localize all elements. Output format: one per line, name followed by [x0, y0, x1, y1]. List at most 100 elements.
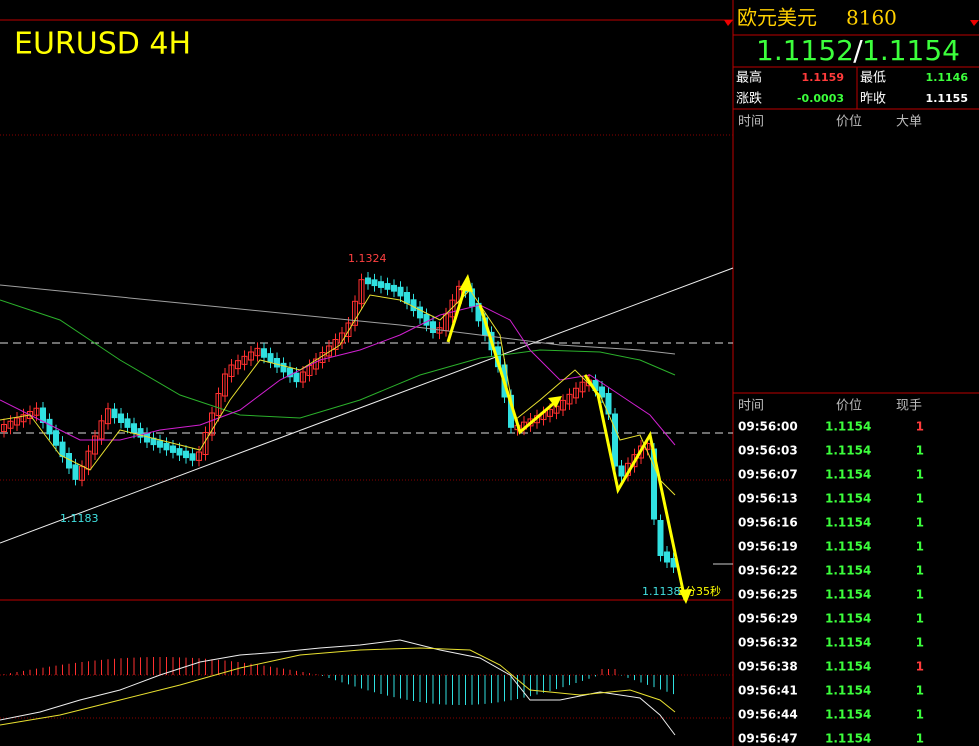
- candle-body: [176, 448, 183, 456]
- stat-value: 1.1146: [926, 71, 969, 84]
- candle-body: [118, 413, 124, 423]
- trade-price: 1.1154: [825, 708, 871, 722]
- candle-body: [612, 413, 618, 467]
- trade-volume: 1: [916, 732, 924, 746]
- trade-price: 1.1154: [825, 420, 871, 434]
- candle-body: [20, 414, 27, 423]
- trade-volume: 1: [916, 420, 924, 434]
- trade-price: 1.1154: [825, 564, 871, 578]
- ma-line: [0, 299, 676, 419]
- trade-volume: 1: [916, 684, 924, 698]
- trade-time: 09:56:29: [738, 612, 798, 626]
- candle-body: [547, 408, 553, 417]
- trade-volume: 1: [916, 540, 924, 554]
- candle-body: [378, 281, 384, 288]
- ma-line: [0, 284, 676, 355]
- trade-volume: 1: [916, 636, 924, 650]
- candle-body: [579, 381, 586, 393]
- candle-body: [72, 464, 79, 480]
- high-label: 1.1324: [348, 252, 387, 265]
- corner-mark: [724, 20, 733, 26]
- instrument-code: 8160: [846, 6, 897, 30]
- candle-body: [657, 520, 664, 556]
- candle-body: [664, 551, 670, 563]
- trade-volume: 1: [916, 564, 924, 578]
- candle-body: [137, 428, 144, 438]
- trade-price: 1.1154: [825, 444, 871, 458]
- candle-body: [53, 430, 59, 446]
- candle-body: [261, 348, 267, 358]
- candle-body: [163, 442, 170, 451]
- trade-volume: 1: [916, 516, 924, 530]
- candle-body: [40, 407, 46, 423]
- trade-volume: 1: [916, 612, 924, 626]
- trade-time: 09:56:32: [738, 636, 798, 650]
- candle-body: [345, 322, 352, 337]
- arrow: [478, 304, 561, 435]
- candle-body: [235, 360, 241, 370]
- candle-body: [560, 399, 566, 411]
- candle-body: [157, 440, 163, 448]
- column-header: 时间: [738, 399, 764, 414]
- candle-body: [92, 435, 98, 455]
- candle-body: [358, 279, 365, 305]
- column-header: 时间: [738, 115, 764, 130]
- signal-line: [0, 647, 676, 726]
- stat-label: 最高: [736, 70, 762, 86]
- candle-body: [59, 441, 66, 458]
- candle-body: [423, 313, 430, 326]
- candle-body: [170, 445, 176, 453]
- arrow-head: [679, 589, 692, 604]
- candle-body: [293, 372, 300, 383]
- arrow: [583, 374, 687, 601]
- candle-body: [300, 371, 306, 383]
- candle-body: [7, 420, 14, 429]
- candle-body: [352, 300, 358, 326]
- ask: 1.1154: [862, 34, 960, 67]
- candle-body: [384, 283, 391, 290]
- candle-body: [566, 393, 573, 405]
- trade-time: 09:56:00: [738, 420, 798, 434]
- trade-volume: 1: [916, 708, 924, 722]
- trade-volume: 1: [916, 444, 924, 458]
- candle-body: [313, 358, 319, 370]
- arrow-heads: [459, 274, 692, 604]
- trade-time: 09:56:16: [738, 516, 798, 530]
- last-label: 1.1138: [642, 585, 681, 598]
- trade-time: 09:56:25: [738, 588, 798, 602]
- candle-body: [410, 299, 417, 312]
- candle-body: [111, 408, 118, 419]
- candle-body: [196, 451, 202, 461]
- trade-price: 1.1154: [825, 588, 871, 602]
- candle-body: [631, 454, 638, 468]
- column-header: 价位: [836, 399, 862, 414]
- candle-body: [241, 355, 248, 365]
- candle-body: [365, 277, 371, 285]
- candle-body: [274, 358, 280, 368]
- countdown: 2分35秒: [678, 584, 721, 598]
- candle-body: [202, 432, 209, 455]
- candle-body: [430, 321, 436, 333]
- trade-time: 09:56:47: [738, 732, 798, 746]
- trade-volume: 1: [916, 660, 924, 674]
- trade-time: 09:56:41: [738, 684, 798, 698]
- macd: [3, 657, 674, 705]
- candle-body: [105, 408, 111, 425]
- trade-price: 1.1154: [825, 516, 871, 530]
- low-label: 1.1183: [60, 512, 99, 525]
- candle-body: [144, 433, 150, 443]
- trade-price: 1.1154: [825, 612, 871, 626]
- candle-body: [14, 417, 20, 426]
- candle-body: [228, 364, 235, 377]
- candle-body: [287, 367, 293, 378]
- candle-body: [332, 339, 339, 350]
- trade-time: 09:56:13: [738, 492, 798, 506]
- trade-price: 1.1154: [825, 540, 871, 554]
- candle-body: [397, 286, 404, 297]
- corner-mark: [970, 20, 979, 26]
- candle-body: [124, 418, 131, 428]
- candle-body: [449, 299, 456, 318]
